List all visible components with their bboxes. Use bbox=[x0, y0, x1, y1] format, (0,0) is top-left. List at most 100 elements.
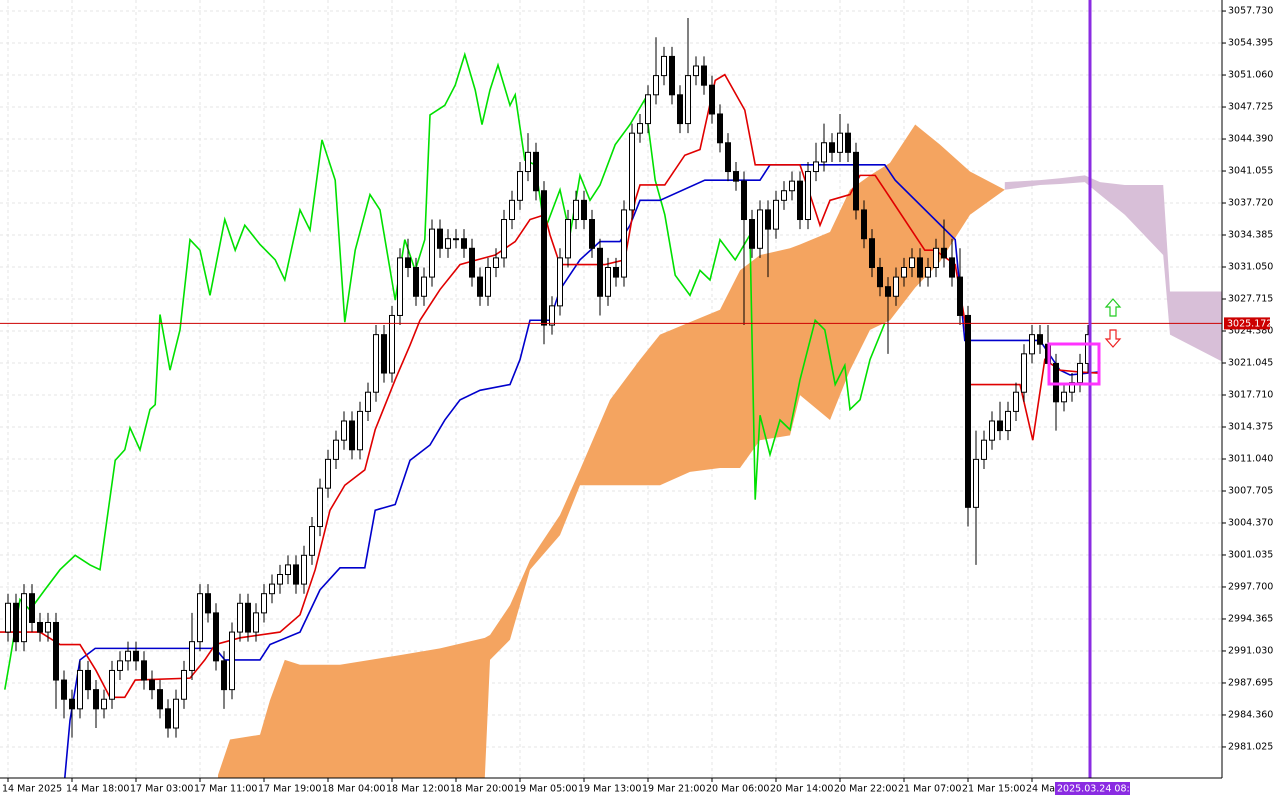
x-tick-label: 18 Mar 12:00 bbox=[386, 784, 449, 795]
candle-body bbox=[429, 228, 435, 278]
candle-body bbox=[405, 257, 411, 268]
y-tick-label: 2981.025 bbox=[1228, 741, 1273, 752]
candle-body bbox=[189, 641, 195, 671]
candle-body bbox=[621, 209, 627, 278]
x-tick-label: 17 Mar 11:00 bbox=[194, 784, 257, 795]
candle-body bbox=[245, 602, 251, 633]
x-tick-label: 18 Mar 04:00 bbox=[322, 784, 385, 795]
candle-body bbox=[757, 209, 763, 249]
candle-body bbox=[765, 209, 771, 230]
candle-body bbox=[237, 602, 243, 633]
candle-body bbox=[877, 266, 883, 288]
candle-body bbox=[445, 238, 451, 249]
candle-body bbox=[549, 305, 555, 326]
candle-body bbox=[317, 487, 323, 528]
y-tick-label: 3057.730 bbox=[1228, 6, 1273, 17]
y-tick-label: 3047.725 bbox=[1228, 102, 1273, 113]
candle-body bbox=[1013, 391, 1019, 412]
candle-body bbox=[781, 190, 787, 201]
candle-body bbox=[101, 698, 107, 710]
candle-body bbox=[213, 612, 219, 662]
candle-body bbox=[685, 75, 691, 125]
y-tick-label: 2987.695 bbox=[1228, 677, 1273, 688]
y-tick-label: 3001.035 bbox=[1228, 549, 1273, 560]
candle-body bbox=[901, 266, 907, 278]
candle-body bbox=[853, 151, 859, 211]
x-tick-label: 17 Mar 19:00 bbox=[258, 784, 321, 795]
candle-body bbox=[645, 94, 651, 125]
y-tick-label: 3051.060 bbox=[1228, 70, 1273, 81]
candle-body bbox=[21, 593, 27, 643]
last-price-label: 3025.172 bbox=[1227, 318, 1272, 329]
candle-body bbox=[205, 593, 211, 614]
candle-body bbox=[829, 142, 835, 153]
candle-body bbox=[693, 65, 699, 77]
cursor-label: 2025.03.24 08:00 bbox=[1057, 784, 1142, 795]
candle-body bbox=[789, 180, 795, 192]
y-tick-label: 3004.370 bbox=[1228, 517, 1273, 528]
candle-body bbox=[1061, 391, 1067, 403]
candle-body bbox=[77, 669, 83, 710]
candle-body bbox=[285, 564, 291, 576]
candle-body bbox=[501, 219, 507, 259]
candle-body bbox=[933, 247, 939, 268]
up-arrow bbox=[1104, 298, 1122, 317]
candle-body bbox=[29, 593, 35, 623]
x-tick-label: 14 Mar 18:00 bbox=[66, 784, 129, 795]
candle-body bbox=[277, 574, 283, 585]
candle-body bbox=[293, 564, 299, 585]
candle-body bbox=[477, 276, 483, 297]
down-arrow bbox=[1104, 329, 1122, 348]
candle-body bbox=[357, 410, 363, 451]
x-tick-label: 19 Mar 21:00 bbox=[642, 784, 705, 795]
candle-body bbox=[861, 209, 867, 240]
candle-body bbox=[613, 266, 619, 278]
candle-body bbox=[381, 334, 387, 374]
candle-body bbox=[453, 238, 459, 241]
candle-body bbox=[173, 698, 179, 729]
y-tick-label: 3014.375 bbox=[1228, 421, 1273, 432]
candle-body bbox=[533, 151, 539, 192]
y-tick-label: 3054.395 bbox=[1228, 38, 1273, 49]
candle-body bbox=[741, 180, 747, 221]
candle-body bbox=[421, 276, 427, 297]
candle-body bbox=[181, 669, 187, 700]
candle-body bbox=[573, 199, 579, 221]
y-tick-label: 3031.050 bbox=[1228, 262, 1273, 273]
candle-body bbox=[629, 132, 635, 211]
candle-body bbox=[837, 132, 843, 153]
cursor-label-box bbox=[1055, 782, 1130, 795]
candle-body bbox=[117, 660, 123, 671]
candle-body bbox=[61, 679, 67, 700]
x-tick-label: 20 Mar 22:00 bbox=[834, 784, 897, 795]
candle-body bbox=[717, 113, 723, 144]
candle-body bbox=[589, 219, 595, 249]
candle-body bbox=[909, 257, 915, 268]
candle-body bbox=[893, 276, 899, 297]
candle-body bbox=[221, 660, 227, 691]
candle-body bbox=[709, 84, 715, 115]
candle-body bbox=[269, 583, 275, 595]
candle-body bbox=[805, 171, 811, 221]
candle-body bbox=[869, 238, 875, 268]
candle-body bbox=[1077, 362, 1083, 384]
plot-area bbox=[0, 0, 1222, 778]
y-tick-label: 3024.380 bbox=[1228, 326, 1273, 337]
candle-body bbox=[373, 334, 379, 393]
candle-body bbox=[541, 190, 547, 326]
candle-body bbox=[45, 621, 51, 633]
candle-body bbox=[5, 602, 11, 633]
x-tick-label: 20 Mar 14:00 bbox=[770, 784, 833, 795]
candle-body bbox=[813, 161, 819, 173]
candle-body bbox=[845, 132, 851, 153]
candle-body bbox=[485, 266, 491, 297]
candle-body bbox=[93, 689, 99, 710]
candle-body bbox=[437, 228, 443, 249]
cloud bbox=[218, 124, 1005, 778]
candle-body bbox=[85, 669, 91, 691]
candle-body bbox=[509, 199, 515, 221]
x-tick-label: 18 Mar 20:00 bbox=[450, 784, 513, 795]
candle-body bbox=[653, 75, 659, 96]
y-tick-label: 3037.720 bbox=[1228, 198, 1273, 209]
candle-body bbox=[949, 257, 955, 278]
